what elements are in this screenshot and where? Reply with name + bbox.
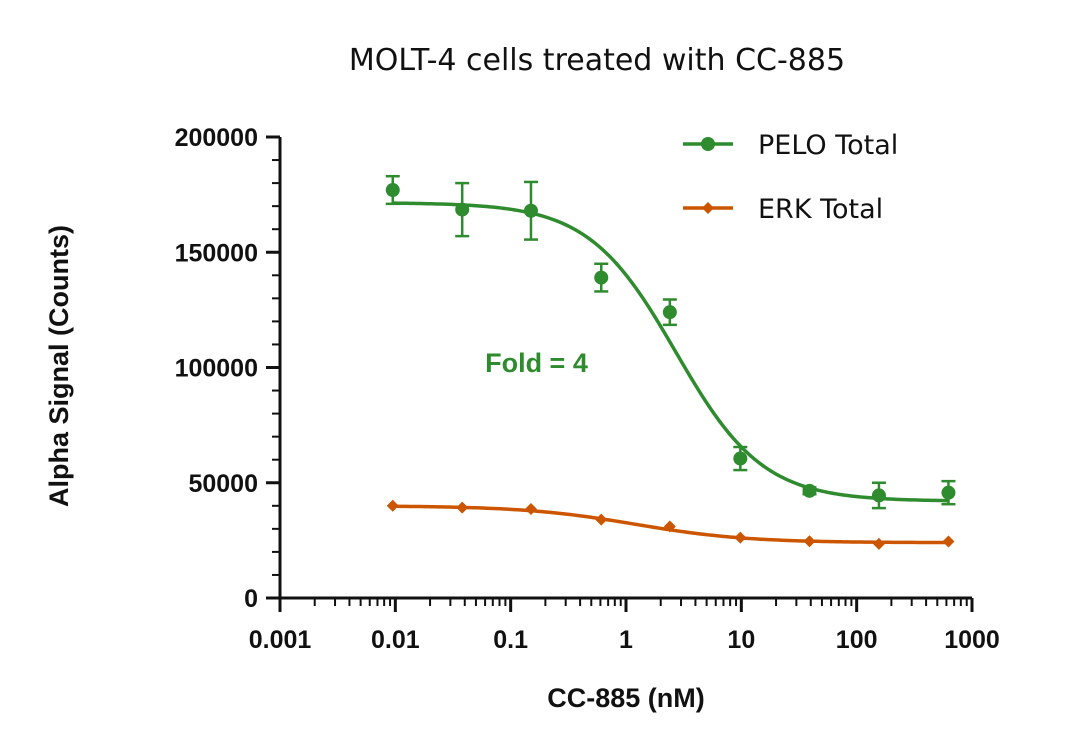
annotation-text: Fold = 4 bbox=[485, 348, 588, 378]
data-point bbox=[523, 203, 538, 218]
data-points bbox=[385, 174, 956, 550]
legend-marker bbox=[701, 137, 715, 151]
x-tick-label: 0.1 bbox=[493, 626, 528, 654]
fit-curve bbox=[392, 201, 949, 503]
data-point bbox=[386, 499, 399, 512]
data-point bbox=[385, 183, 400, 198]
data-point bbox=[524, 503, 537, 516]
data-point bbox=[663, 520, 676, 533]
data-point bbox=[594, 270, 609, 285]
legend-label: PELO Total bbox=[758, 130, 898, 161]
data-point bbox=[803, 535, 816, 548]
y-tick-label: 50000 bbox=[188, 470, 258, 498]
data-point bbox=[456, 501, 469, 514]
y-tick-label: 100000 bbox=[175, 355, 258, 383]
data-point bbox=[872, 537, 885, 550]
data-point bbox=[455, 202, 470, 217]
data-point bbox=[942, 535, 955, 548]
y-tick-label: 0 bbox=[244, 585, 258, 613]
y-tick-label: 200000 bbox=[175, 124, 258, 152]
chart-title: MOLT-4 cells treated with CC-885 bbox=[349, 43, 845, 78]
x-tick-label: 100 bbox=[836, 626, 878, 654]
y-axis-label: Alpha Signal (Counts) bbox=[44, 225, 74, 507]
data-point bbox=[871, 488, 886, 503]
y-tick-label: 150000 bbox=[175, 239, 258, 267]
x-tick-label: 10 bbox=[727, 626, 755, 654]
axes: 0 50000 100000 150000 200000 0.001 0.01 0.1 1 10 1… bbox=[175, 124, 1000, 654]
legend-label: ERK Total bbox=[758, 194, 883, 225]
x-axis-label: CC-885 (nM) bbox=[547, 683, 705, 713]
annotations: Fold = 4 bbox=[485, 348, 588, 378]
x-tick-label: 1 bbox=[619, 626, 633, 654]
x-tick-label: 0.01 bbox=[371, 626, 420, 654]
x-tick-label: 1000 bbox=[944, 626, 1000, 654]
data-point bbox=[595, 513, 608, 526]
data-point bbox=[662, 305, 677, 320]
legend-marker bbox=[702, 202, 714, 214]
x-tick-label: 0.001 bbox=[249, 626, 312, 654]
fit-curves bbox=[392, 201, 949, 545]
data-point bbox=[733, 451, 748, 466]
data-point bbox=[734, 531, 747, 544]
data-point bbox=[941, 485, 956, 500]
data-point bbox=[802, 483, 817, 498]
legend: PELO Total ERK Total bbox=[683, 130, 898, 225]
